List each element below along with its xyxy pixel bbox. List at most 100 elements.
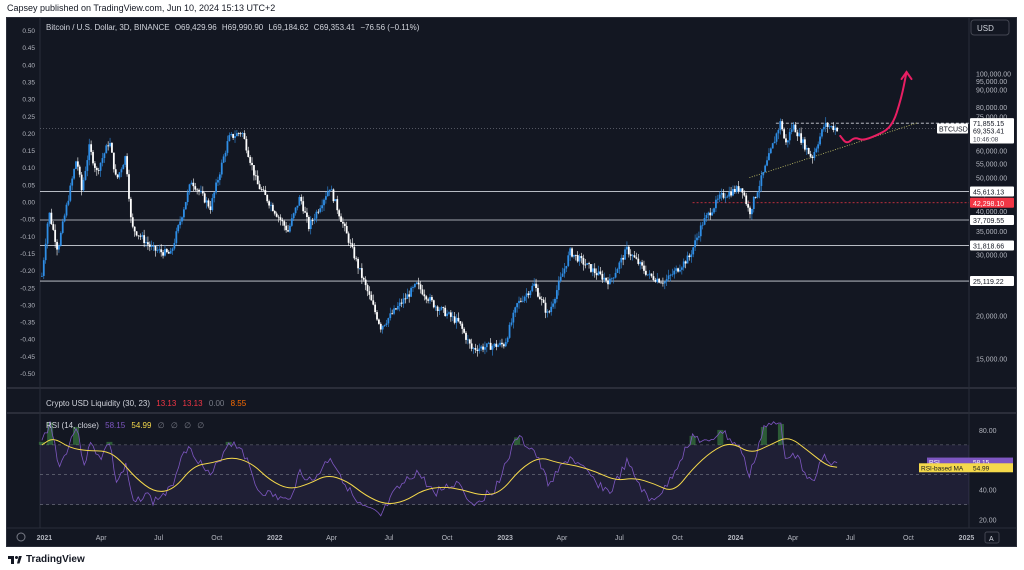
candle-body (688, 255, 691, 258)
candle-body (618, 262, 621, 269)
candle-body (696, 237, 698, 241)
candle-body (226, 141, 229, 153)
candle-body (347, 233, 350, 243)
candle-body (330, 189, 333, 191)
tradingview-brand[interactable]: TradingView (8, 554, 85, 565)
candle-body (525, 293, 528, 297)
candle-body (95, 167, 98, 170)
candle-body (73, 169, 75, 179)
rsi-value-tag-box (927, 457, 1013, 467)
candle-body (533, 283, 536, 286)
left-tick-label-14: -0.20 (20, 268, 35, 275)
candle-body (201, 191, 204, 194)
candle-body (207, 200, 210, 207)
candle-body (135, 231, 138, 236)
candle-body (141, 235, 144, 237)
x-tick-label-15: Oct (903, 535, 914, 542)
candle-body (715, 199, 717, 209)
candle-body (569, 248, 572, 256)
candle-body (112, 152, 115, 170)
candle-body (523, 296, 526, 301)
candle-body (580, 256, 583, 259)
x-tick-label-2: Jul (154, 535, 163, 542)
candle-body (128, 174, 130, 199)
candle-body (675, 268, 678, 271)
candle-body (372, 300, 375, 305)
candle-body (275, 213, 278, 217)
candle-body (118, 172, 121, 178)
candle-body (412, 287, 414, 288)
symbol-legend[interactable]: Bitcoin / U.S. Dollar, 3D, BINANCE O69,4… (46, 23, 420, 32)
candle-body (336, 199, 339, 211)
candle-body (376, 312, 378, 320)
candle-body (459, 321, 462, 324)
left-price-axis[interactable]: 0.50 0.45 0.40 0.35 0.30 0.25 0.20 0.15 0.10 0.05… (20, 28, 35, 378)
rsi-legend[interactable]: RSI (14, close) 58.15 54.99 ∅ ∅ ∅ ∅ (46, 421, 204, 430)
currency-button[interactable]: USD (970, 19, 1010, 36)
candle-body (779, 121, 782, 131)
candle-body (205, 200, 208, 203)
candle-body (582, 258, 585, 265)
candle-body (449, 312, 452, 317)
x-tick-label-4: 2022 (267, 535, 283, 542)
candle-body (747, 204, 750, 208)
candle-body (279, 217, 282, 220)
left-tick-label-20: -0.50 (20, 371, 35, 378)
price-label-box (970, 126, 1014, 144)
candle-body (711, 212, 714, 216)
chart-canvas[interactable]: 0.50 0.45 0.40 0.35 0.30 0.25 0.20 0.15 0.10 0.05… (7, 18, 1016, 546)
candle-body (84, 170, 87, 180)
candle-body (478, 348, 481, 352)
candle-body (713, 208, 715, 213)
rsi-title: RSI (14, close) 58.15 54.99 ∅ ∅ ∅ ∅ (46, 421, 204, 430)
liquidity-value-3: 0.00 (209, 399, 225, 408)
candle-body (65, 204, 68, 216)
candle-body (758, 185, 761, 193)
chart-window[interactable]: 0.50 0.45 0.40 0.35 0.30 0.25 0.20 0.15 0.10 0.05… (6, 17, 1017, 547)
candle-body (321, 205, 324, 209)
candle-body (294, 207, 297, 214)
candle-body (94, 163, 96, 168)
candle-body (571, 248, 573, 257)
candle-body (215, 182, 217, 193)
candle-body (256, 175, 259, 185)
liquidity-legend[interactable]: Crypto USD Liquidity (30, 23) 13.13 13.1… (46, 399, 247, 408)
candle-body (608, 278, 611, 285)
candle-body (116, 174, 119, 178)
candle-body (633, 255, 636, 258)
candle-body (379, 323, 382, 330)
low-value: L69,184.62 (268, 23, 309, 32)
high-value: H69,990.90 (222, 23, 264, 32)
candle-body (626, 246, 628, 250)
rsi-ma-current-value: 54.99 (131, 421, 152, 430)
rsi-overbought-fill (38, 441, 45, 445)
candle-body (398, 302, 401, 306)
candle-body (220, 162, 223, 175)
candle-body (521, 300, 524, 302)
candle-body (489, 342, 492, 350)
candle-body (567, 255, 570, 266)
candle-body (432, 300, 435, 308)
candle-body (565, 265, 568, 269)
candle-body (652, 276, 655, 280)
candle-body (40, 275, 43, 277)
candle-body (370, 294, 373, 301)
level-label-box-1 (970, 186, 1014, 197)
candle-body (300, 196, 303, 202)
candle-body (697, 236, 700, 238)
level-label-box-5 (970, 197, 1014, 208)
candle-body (680, 267, 683, 270)
candle-body (586, 263, 589, 265)
candle-body (260, 189, 263, 190)
left-tick-label-15: -0.25 (20, 285, 35, 292)
auto-scale-button[interactable]: A (984, 531, 1000, 544)
candle-body (368, 291, 371, 295)
time-axis[interactable]: 2021 Apr Jul Oct 2022 Apr Jul Oct 2023 Apr Jul Oct 2… (37, 535, 975, 542)
rsi-tick-label-2: 40.00 (979, 488, 997, 495)
candle-body (160, 249, 163, 253)
candle-body (440, 307, 443, 310)
candle-body (813, 151, 816, 159)
candle-body (298, 196, 301, 206)
timezone-settings-icon[interactable] (16, 532, 26, 542)
